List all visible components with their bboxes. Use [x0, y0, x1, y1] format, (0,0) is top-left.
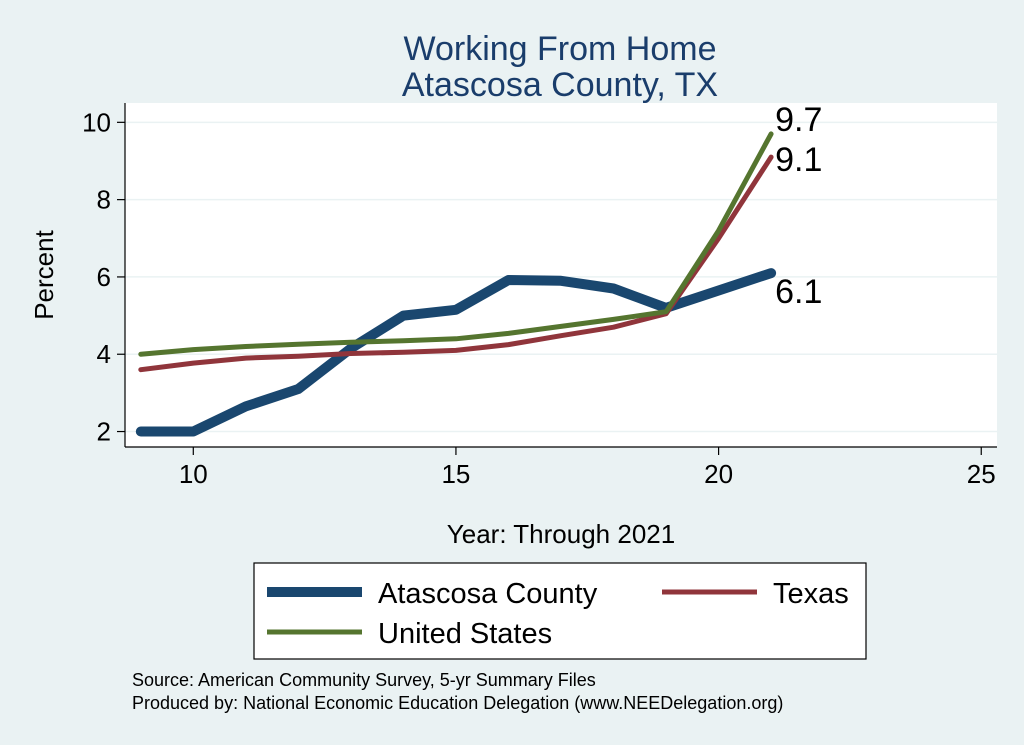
y-tick-label-4: 4	[97, 339, 111, 369]
end-label-us: 9.7	[775, 101, 822, 139]
legend-label-county: Atascosa County	[378, 578, 598, 610]
legend-label-texas: Texas	[773, 578, 849, 610]
x-axis-title: Year: Through 2021	[447, 519, 675, 549]
end-label-texas: 9.1	[775, 141, 822, 179]
y-tick-label-10: 10	[82, 107, 111, 137]
legend-item-county: Atascosa County	[267, 578, 598, 610]
x-tick-label-25: 25	[967, 459, 996, 489]
chart-title-line-2: Atascosa County, TX	[402, 66, 718, 104]
y-tick-label-2: 2	[97, 417, 111, 447]
legend-item-texas: Texas	[662, 578, 849, 610]
end-label-county: 6.1	[775, 273, 822, 311]
series-line-us	[138, 131, 774, 357]
y-ticks: 2 4 6 8 10	[82, 107, 125, 447]
x-tick-label-20: 20	[704, 459, 733, 489]
y-tick-label-6: 6	[97, 262, 111, 292]
plot-area	[125, 103, 997, 447]
legend-box	[253, 562, 867, 660]
series-lines	[135, 131, 777, 437]
y-axis-title: Percent	[29, 229, 59, 319]
producer-note: Produced by: National Economic Education…	[132, 693, 783, 713]
legend-item-us: United States	[267, 618, 552, 650]
y-tick-label-8: 8	[97, 185, 111, 215]
source-note: Source: American Community Survey, 5-yr …	[132, 670, 596, 690]
legend-label-us: United States	[378, 618, 552, 650]
chart-title-line-1: Working From Home	[404, 30, 717, 68]
x-tick-label-15: 15	[441, 459, 470, 489]
x-tick-label-10: 10	[179, 459, 208, 489]
end-labels: 6.1 9.19.7	[775, 101, 822, 311]
x-ticks: 10 15 20 25	[179, 447, 996, 489]
